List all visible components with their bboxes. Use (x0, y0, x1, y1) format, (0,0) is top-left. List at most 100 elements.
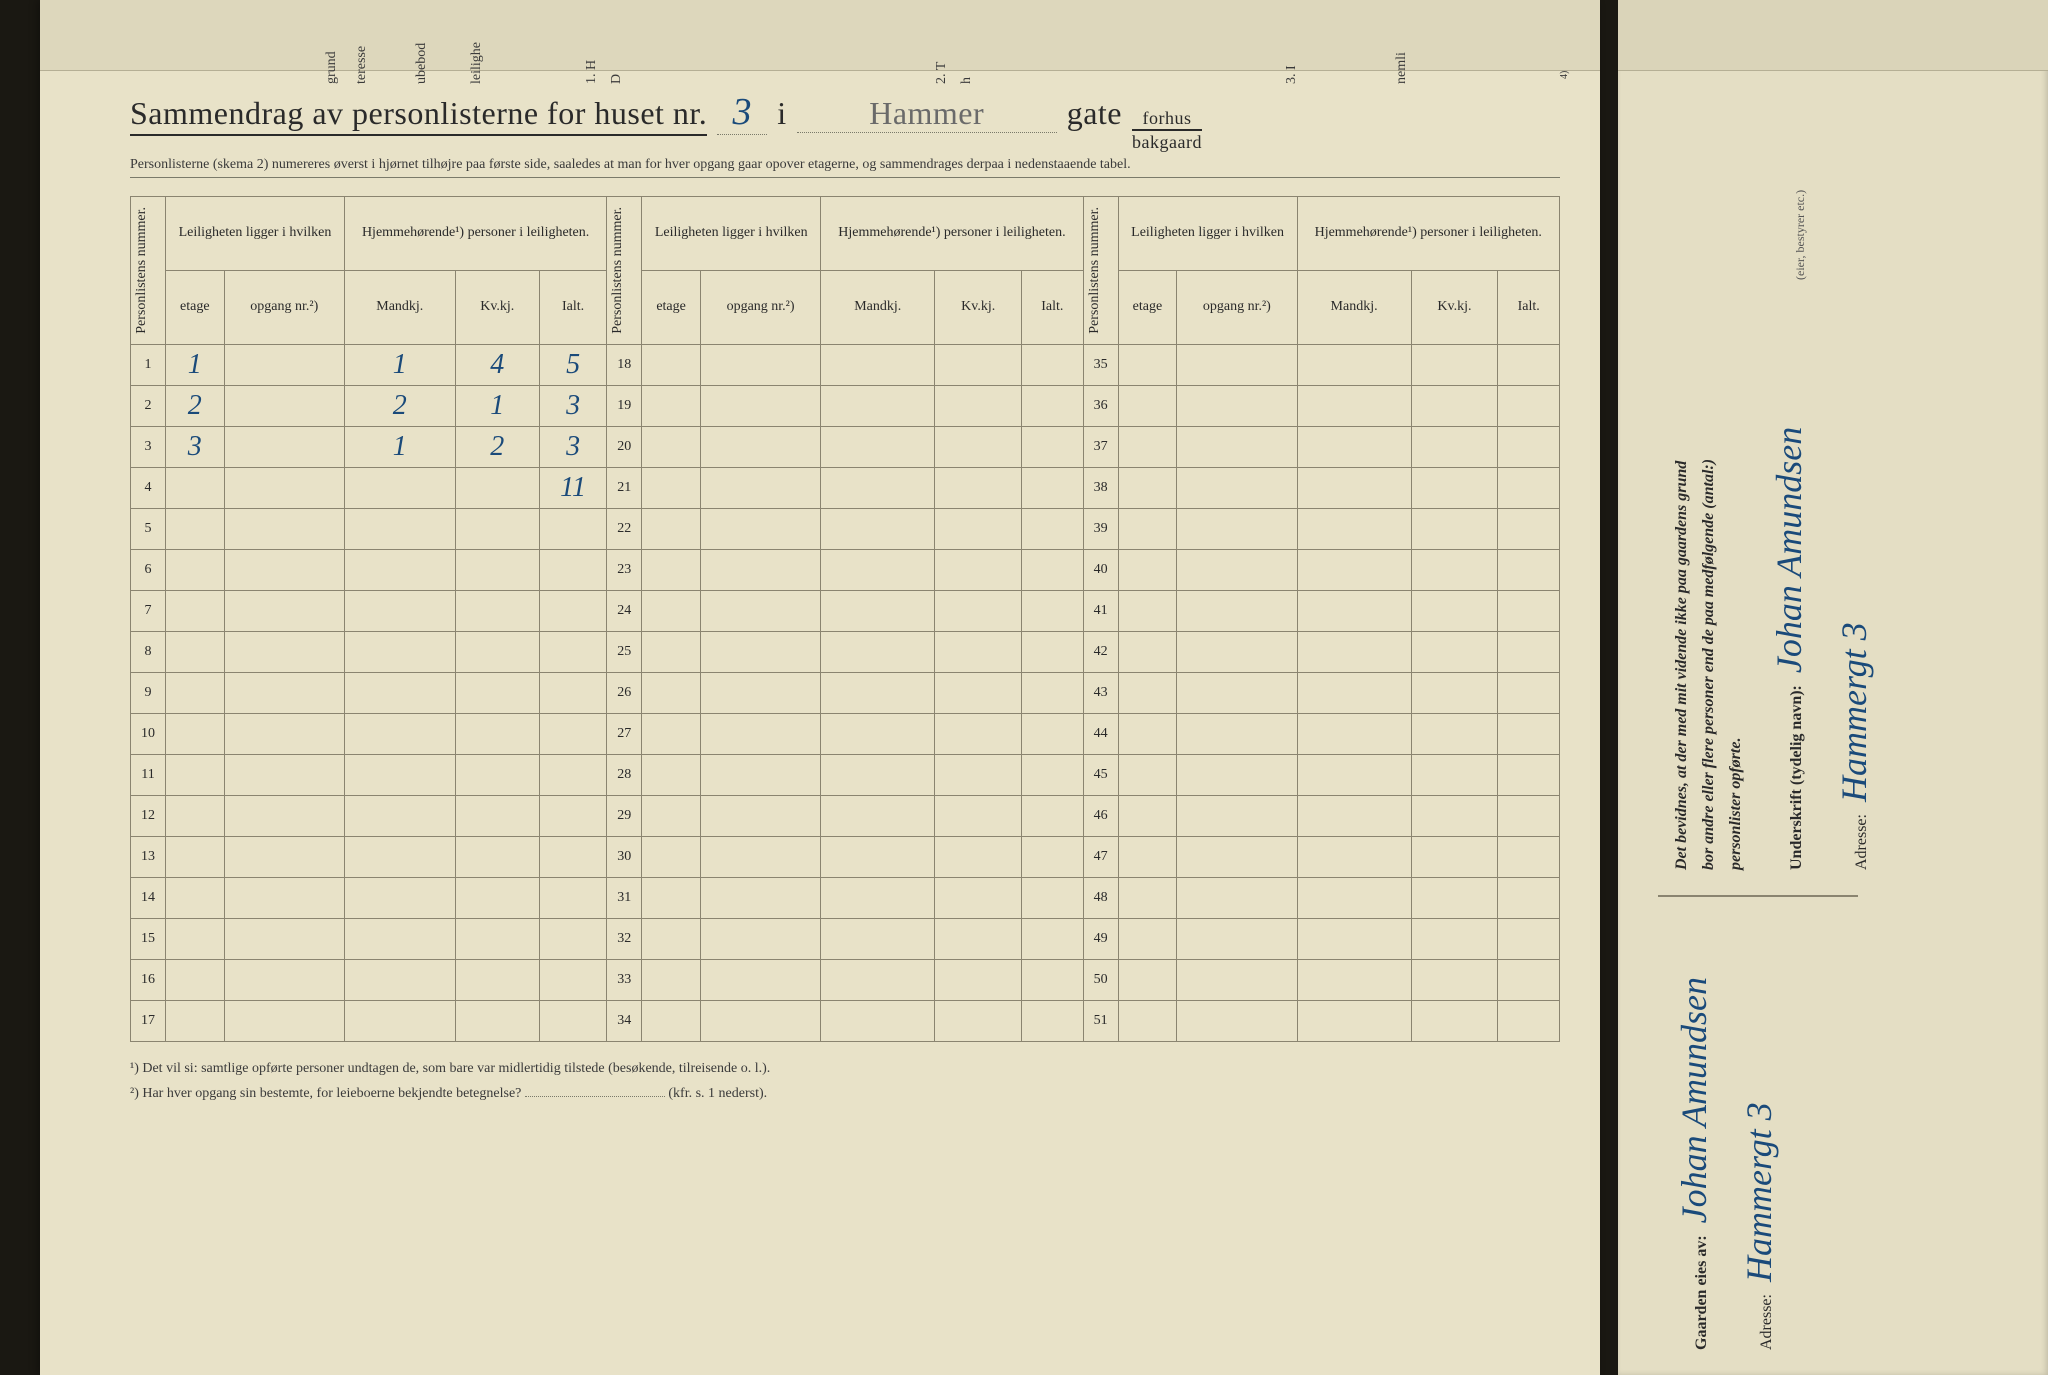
house-number: 3 (717, 90, 767, 135)
cell-mandkj: 1 (344, 344, 455, 385)
col-personlistens-nummer: Personlistens nummer. (131, 197, 166, 345)
row-num: 48 (1083, 877, 1118, 918)
col-etage: etage (642, 270, 701, 344)
col-etage: etage (1118, 270, 1177, 344)
col-mandkj: Mandkj. (1297, 270, 1411, 344)
cell-opgang (224, 836, 344, 877)
cell-mandkj (344, 549, 455, 590)
table-row: 163350 (131, 959, 1560, 1000)
eies-adresse-value: Hammergt 3 (1739, 1102, 1779, 1282)
cell-mandkj (344, 877, 455, 918)
row-num: 23 (607, 549, 642, 590)
bevidnes-line: Det bevidnes, at der med mit vidende ikk… (1673, 461, 1691, 870)
cell-etage (166, 877, 225, 918)
table-row: 153249 (131, 918, 1560, 959)
col-mandkj: Mandkj. (821, 270, 935, 344)
cell-opgang (224, 959, 344, 1000)
top-fragment: ubebod (414, 43, 430, 84)
cell-mandkj (344, 508, 455, 549)
cell-ialt (539, 713, 606, 754)
cell-kvkj (455, 754, 539, 795)
census-table: Personlistens nummer. Leiligheten ligger… (130, 196, 1560, 1042)
cell-opgang (224, 795, 344, 836)
row-num: 33 (607, 959, 642, 1000)
cell-kvkj (455, 467, 539, 508)
underskrift-label: Underskrift (tydelig navn): Johan Amunds… (1768, 427, 1810, 870)
top-fragment: nemli (1394, 52, 1410, 84)
cell-mandkj (344, 795, 455, 836)
cell-mandkj (344, 959, 455, 1000)
underskrift-note: (eier, bestyrer etc.) (1793, 190, 1808, 280)
cell-ialt (539, 672, 606, 713)
cell-opgang (224, 344, 344, 385)
eies-row: Gaarden eies av: Johan Amundsen (1673, 977, 1715, 1350)
row-num: 46 (1083, 795, 1118, 836)
eies-adresse-row: Adresse: Hammergt 3 (1738, 1102, 1780, 1350)
cell-mandkj (344, 918, 455, 959)
row-num: 17 (131, 1000, 166, 1041)
col-ialt: Ialt. (1498, 270, 1560, 344)
cell-ialt: 3 (539, 385, 606, 426)
top-fragment: leilighe (469, 42, 485, 84)
cell-mandkj (344, 467, 455, 508)
col-leiligheten: Leiligheten ligger i hvilken (1118, 197, 1297, 271)
row-num: 21 (607, 467, 642, 508)
row-num: 26 (607, 672, 642, 713)
row-num: 37 (1083, 426, 1118, 467)
cell-etage (166, 672, 225, 713)
bor-line: bor andre eller flere personer end de pa… (1700, 459, 1718, 870)
title-row: Sammendrag av personlisterne for huset n… (130, 90, 1560, 151)
subtitle: Personlisterne (skema 2) numereres øvers… (130, 157, 1560, 178)
cell-mandkj: 1 (344, 426, 455, 467)
cell-mandkj (344, 590, 455, 631)
cell-opgang (224, 426, 344, 467)
cell-etage (166, 713, 225, 754)
cell-kvkj: 4 (455, 344, 539, 385)
row-num: 41 (1083, 590, 1118, 631)
top-fragment: teresse (354, 46, 370, 84)
cell-etage (166, 590, 225, 631)
document-page: grund teresse ubebod leilighe 1. H D 2. … (40, 0, 1600, 1375)
personlister-line: personlister opførte. (1727, 738, 1745, 870)
cell-etage (166, 467, 225, 508)
cell-etage (166, 508, 225, 549)
cell-opgang (224, 631, 344, 672)
adresse-row: Adresse: Hammergt 3 (1833, 622, 1875, 870)
col-leiligheten: Leiligheten ligger i hvilken (642, 197, 821, 271)
cell-kvkj: 1 (455, 385, 539, 426)
top-fragment: h (959, 77, 975, 84)
cell-ialt (539, 754, 606, 795)
table-row: 4112138 (131, 467, 1560, 508)
row-num: 32 (607, 918, 642, 959)
cell-opgang (224, 385, 344, 426)
cell-opgang (224, 672, 344, 713)
footnote-1: ¹) Det vil si: samtlige opførte personer… (130, 1056, 1560, 1081)
row-num: 44 (1083, 713, 1118, 754)
cell-ialt (539, 549, 606, 590)
row-num: 11 (131, 754, 166, 795)
cell-mandkj: 2 (344, 385, 455, 426)
table-row: 173451 (131, 1000, 1560, 1041)
title-gate: gate (1067, 95, 1122, 132)
cell-kvkj (455, 713, 539, 754)
table-row: 331232037 (131, 426, 1560, 467)
underskrift-value: Johan Amundsen (1769, 427, 1809, 673)
row-num: 1 (131, 344, 166, 385)
table-row: 72441 (131, 590, 1560, 631)
cell-kvkj (455, 959, 539, 1000)
cell-ialt: 3 (539, 426, 606, 467)
cell-etage (166, 795, 225, 836)
row-num: 30 (607, 836, 642, 877)
top-fragment: 1. H (584, 60, 600, 84)
cell-opgang (224, 918, 344, 959)
cell-etage (166, 549, 225, 590)
col-ialt: Ialt. (539, 270, 606, 344)
row-num: 29 (607, 795, 642, 836)
row-num: 28 (607, 754, 642, 795)
cell-ialt (539, 1000, 606, 1041)
row-num: 20 (607, 426, 642, 467)
row-num: 10 (131, 713, 166, 754)
cell-kvkj: 2 (455, 426, 539, 467)
cell-mandkj (344, 754, 455, 795)
cell-opgang (224, 590, 344, 631)
